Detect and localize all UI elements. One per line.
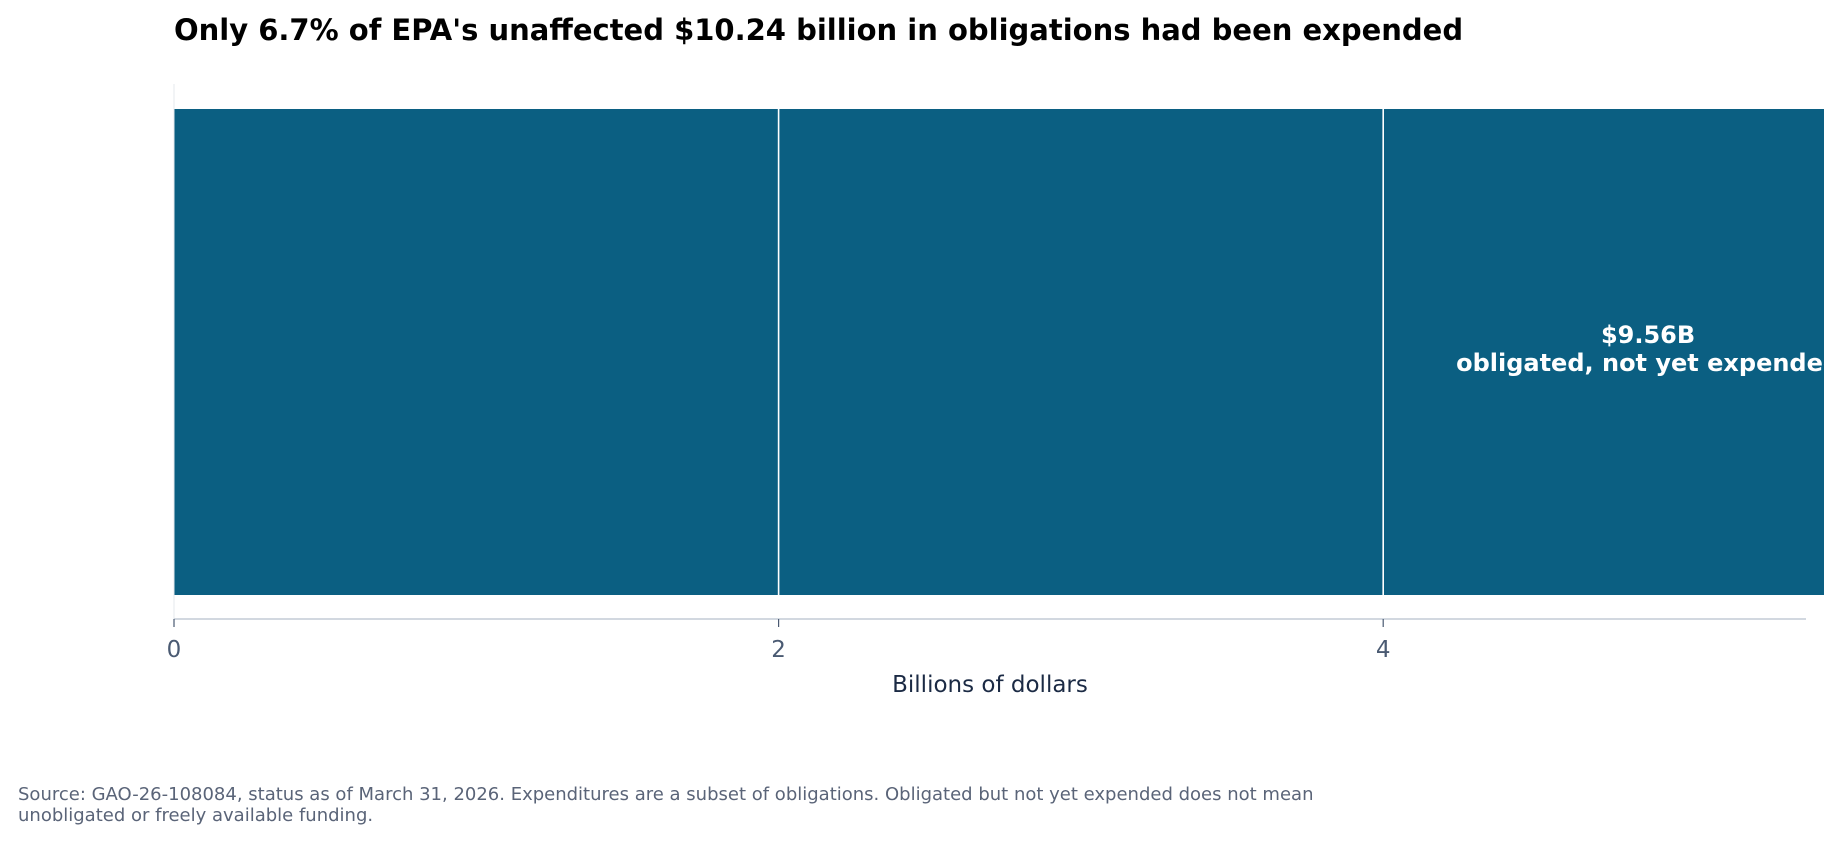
bar-label-line: $9.56B (1601, 321, 1695, 349)
bar-label-line: obligated, not yet expended (1456, 349, 1824, 377)
bars (174, 109, 1824, 595)
chart-title: Only 6.7% of EPA's unaffected $10.24 bil… (174, 13, 1463, 47)
x-tick-label: 2 (771, 637, 786, 663)
x-tick-label: 4 (1376, 637, 1391, 663)
bar-label-0: $9.56B obligated, not yet expended (1456, 321, 1824, 377)
x-axis-label: Billions of dollars (892, 672, 1088, 698)
x-tick-label: 0 (167, 637, 182, 663)
gridlines (173, 84, 1384, 619)
source-note: Source: GAO-26-108084, status as of Marc… (18, 784, 1314, 826)
bar-segment-0 (174, 109, 1824, 595)
x-ticks: 0246810 (167, 619, 1391, 663)
